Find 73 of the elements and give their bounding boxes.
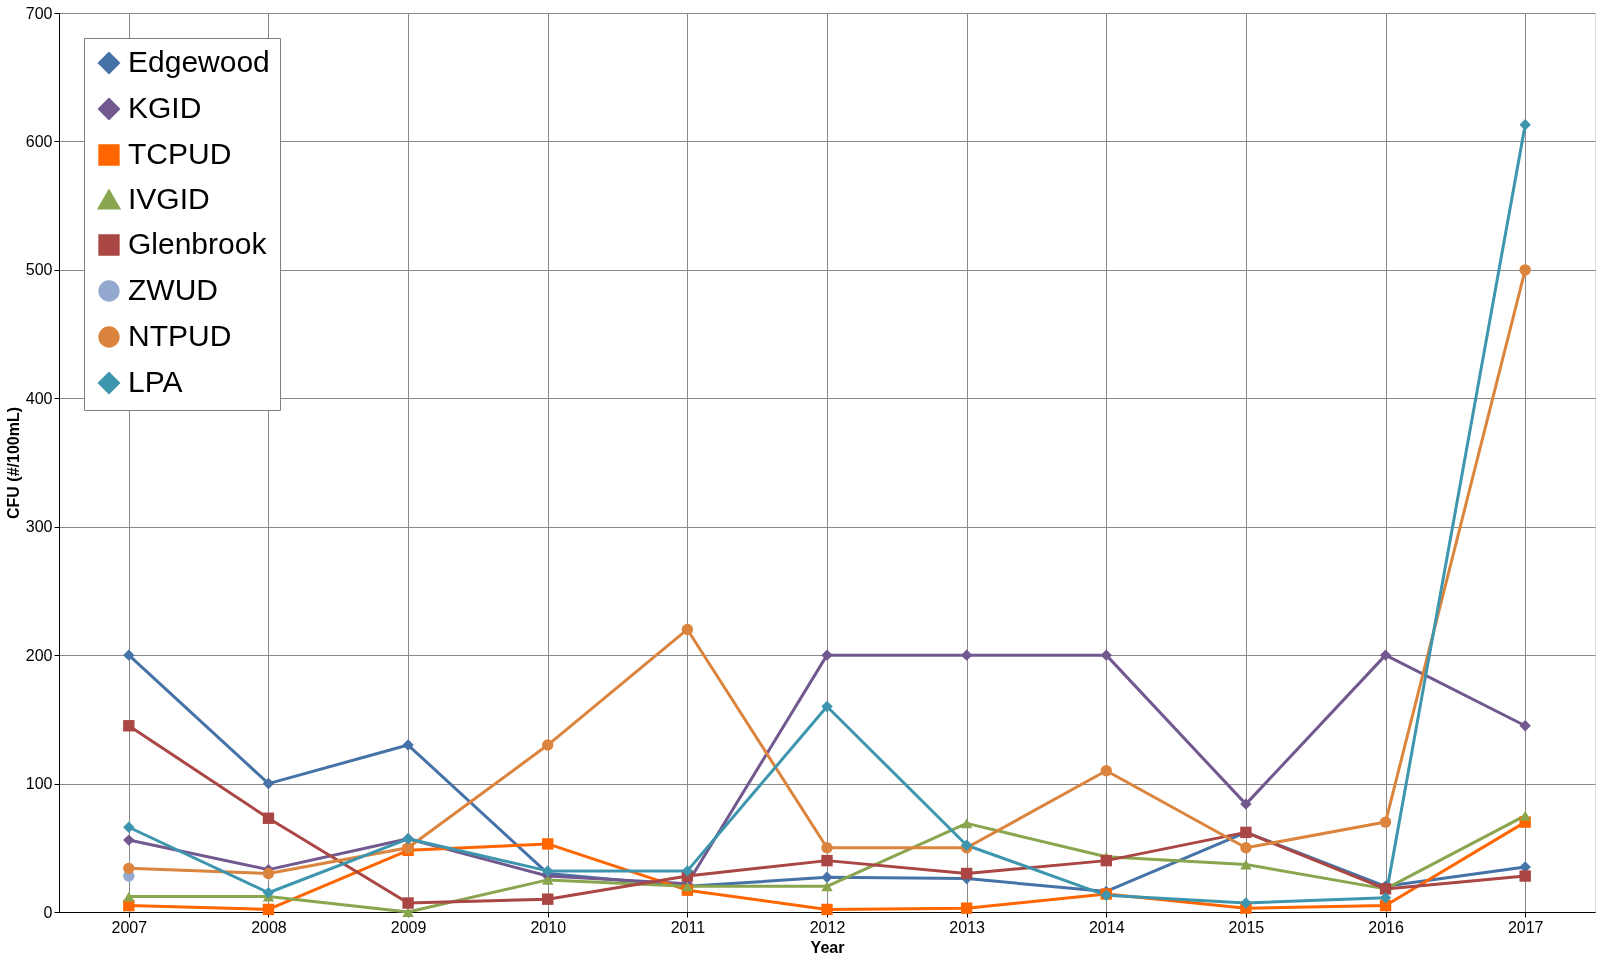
point — [123, 862, 135, 875]
point — [960, 818, 973, 829]
legend-label: KGID — [128, 91, 202, 124]
point — [262, 903, 275, 916]
point — [1379, 649, 1392, 661]
y-axis-title: CFU (#/100mL) — [4, 406, 22, 520]
point — [1100, 765, 1112, 777]
x-tick-label: 2007 — [111, 918, 148, 936]
point — [821, 903, 833, 916]
y-tick-label: 600 — [25, 132, 53, 150]
legend-label: Edgewood — [128, 45, 270, 78]
point — [123, 834, 135, 846]
point — [262, 812, 275, 824]
point — [402, 897, 414, 909]
y-tick-label: 300 — [25, 518, 53, 536]
point — [123, 649, 135, 661]
point — [960, 867, 973, 880]
point — [1240, 798, 1252, 810]
point — [262, 777, 275, 790]
x-tick-label: 2016 — [1368, 918, 1404, 936]
point — [542, 838, 554, 850]
x-tick-label: 2008 — [251, 918, 287, 936]
point — [681, 623, 694, 636]
y-tick-label: 0 — [43, 903, 53, 921]
point — [821, 842, 833, 854]
x-tick-label: 2015 — [1228, 918, 1265, 936]
y-tick-label: 700 — [25, 4, 53, 22]
point — [1519, 870, 1531, 882]
x-tick-label: 2009 — [390, 918, 427, 936]
point — [1379, 892, 1392, 904]
legend-label: NTPUD — [128, 319, 232, 352]
point — [960, 902, 973, 914]
point — [1519, 119, 1531, 131]
point — [1379, 816, 1392, 828]
point — [821, 881, 833, 892]
point — [1240, 897, 1252, 909]
x-tick-label: 2011 — [670, 918, 706, 936]
legend-label: IVGID — [128, 182, 210, 215]
legend-label: TCPUD — [128, 137, 232, 170]
legend-label: ZWUD — [128, 273, 218, 306]
y-tick-label: 100 — [25, 775, 53, 793]
point — [262, 867, 275, 880]
point — [123, 821, 135, 833]
x-tick-label: 2010 — [530, 918, 567, 936]
x-tick-label: 2017 — [1507, 918, 1544, 936]
point — [1519, 264, 1531, 276]
x-tick-label: 2014 — [1088, 918, 1125, 936]
x-axis-title: Year — [810, 938, 845, 956]
point — [1240, 859, 1252, 870]
point — [821, 871, 833, 884]
point — [681, 865, 694, 877]
point — [123, 720, 135, 732]
point — [1240, 842, 1252, 854]
y-tick-label: 400 — [25, 389, 53, 407]
x-tick-label: 2012 — [809, 918, 846, 936]
point — [1100, 854, 1112, 867]
point — [402, 739, 414, 751]
point — [262, 887, 275, 899]
point — [402, 907, 414, 917]
point — [1519, 720, 1531, 732]
point — [1519, 810, 1531, 821]
point — [821, 700, 833, 713]
legend-label: Glenbrook — [128, 227, 268, 260]
point — [1100, 649, 1112, 661]
point — [542, 739, 554, 751]
y-tick-label: 200 — [25, 646, 53, 664]
point — [123, 891, 135, 902]
point — [821, 854, 833, 867]
point — [821, 649, 833, 661]
x-tick-label: 2013 — [949, 918, 986, 936]
y-tick-label: 500 — [25, 261, 53, 279]
point — [542, 893, 554, 905]
legend-label: LPA — [128, 365, 183, 398]
